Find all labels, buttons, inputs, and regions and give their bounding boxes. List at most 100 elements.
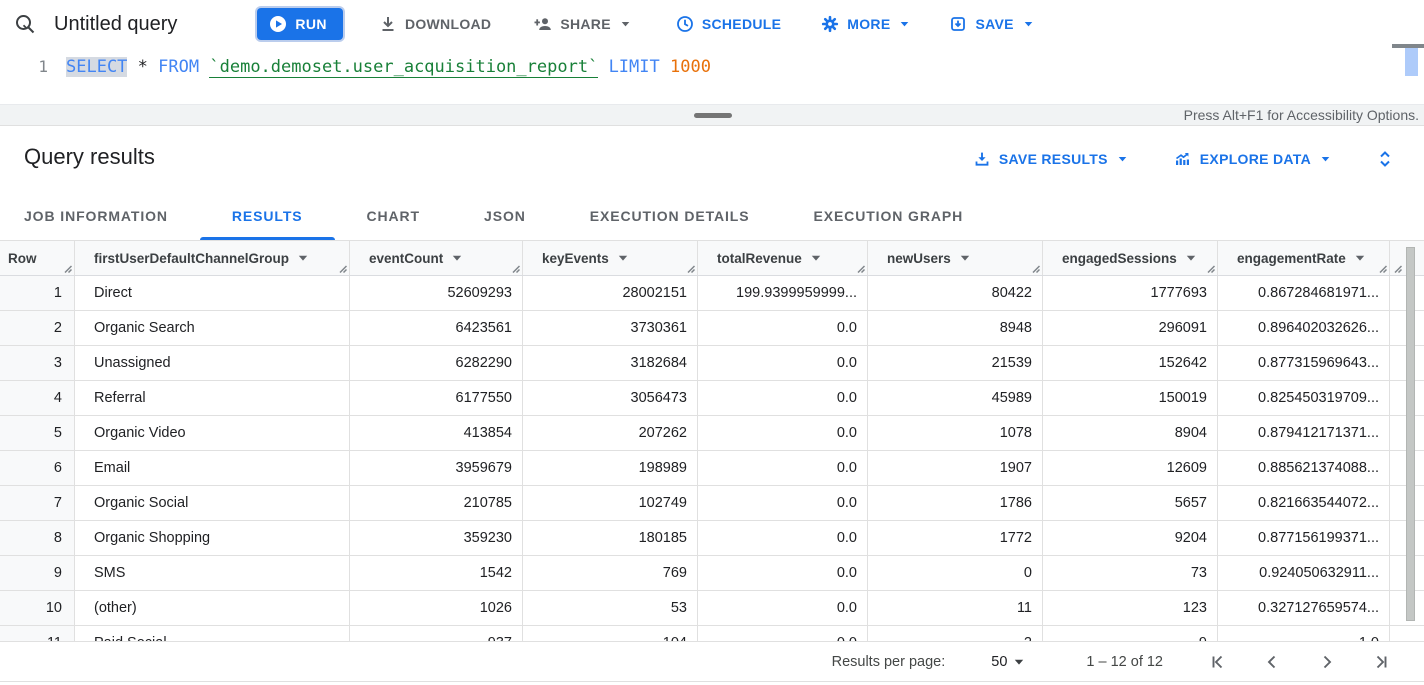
tab-execution-details[interactable]: EXECUTION DETAILS xyxy=(589,208,750,224)
gear-icon xyxy=(821,15,839,33)
query-icon xyxy=(14,13,36,35)
column-header-totalRevenue[interactable]: totalRevenue xyxy=(698,241,868,275)
share-button[interactable]: SHARE xyxy=(533,15,630,33)
column-resize-handle[interactable] xyxy=(337,263,347,273)
table-cell: 769 xyxy=(523,556,698,590)
column-header-engagedSessions[interactable]: engagedSessions xyxy=(1043,241,1218,275)
table-cell: 0.0 xyxy=(698,416,868,450)
column-header-newUsers[interactable]: newUsers xyxy=(868,241,1043,275)
row-number-cell: 4 xyxy=(0,381,75,415)
grid-header-row: Row firstUserDefaultChannelGroup eventCo… xyxy=(0,241,1424,276)
insights-chart-icon xyxy=(1173,150,1192,168)
column-resize-handle[interactable] xyxy=(1030,263,1040,273)
column-menu-caret-icon[interactable] xyxy=(1186,255,1196,261)
table-cell: 210785 xyxy=(350,486,523,520)
column-menu-caret-icon[interactable] xyxy=(452,255,462,261)
table-cell: 6282290 xyxy=(350,346,523,380)
column-menu-caret-icon[interactable] xyxy=(960,255,970,261)
query-title: Untitled query xyxy=(54,12,178,35)
column-menu-caret-icon[interactable] xyxy=(811,255,821,261)
run-button[interactable]: RUN xyxy=(257,8,343,40)
results-actions: SAVE RESULTS EXPLORE DATA xyxy=(973,126,1394,192)
editor-scrollbar-thumb[interactable] xyxy=(1405,48,1418,76)
table-cell: 8904 xyxy=(1043,416,1218,450)
table-scrollbar-thumb[interactable] xyxy=(1406,247,1415,621)
row-number-cell: 9 xyxy=(0,556,75,590)
sql-editor[interactable]: 1 SELECT * FROM `demo.demoset.user_acqui… xyxy=(0,48,1424,104)
tab-job-information[interactable]: JOB INFORMATION xyxy=(24,208,168,224)
table-cell: 1907 xyxy=(868,451,1043,485)
row-number-cell: 2 xyxy=(0,311,75,345)
line-number: 1 xyxy=(38,57,48,76)
table-cell: 11 xyxy=(868,591,1043,625)
column-menu-caret-icon[interactable] xyxy=(618,255,628,261)
results-table-body: 1 Direct 52609293 28002151 199.9399959999...… xyxy=(0,276,1424,641)
table-cell: 3730361 xyxy=(523,311,698,345)
editor-results-divider: Press Alt+F1 for Accessibility Options. xyxy=(0,104,1424,126)
table-cell: 937 xyxy=(350,626,523,641)
tab-results[interactable]: RESULTS xyxy=(199,192,335,240)
schedule-button[interactable]: SCHEDULE xyxy=(676,15,781,33)
table-cell: 12609 xyxy=(1043,451,1218,485)
table-cell: 1026 xyxy=(350,591,523,625)
next-page-button[interactable] xyxy=(1317,652,1337,672)
more-button[interactable]: MORE xyxy=(821,15,909,33)
table-cell: 199.9399959999... xyxy=(698,276,868,310)
tab-execution-graph[interactable]: EXECUTION GRAPH xyxy=(813,208,964,224)
table-cell: 3056473 xyxy=(523,381,698,415)
chevron-down-icon xyxy=(1024,21,1033,27)
save-results-button[interactable]: SAVE RESULTS xyxy=(973,150,1127,168)
download-icon xyxy=(379,15,397,33)
previous-page-button[interactable] xyxy=(1262,652,1282,672)
column-resize-handle[interactable] xyxy=(1377,263,1387,273)
column-resize-handle[interactable] xyxy=(855,263,865,273)
column-header-eventCount[interactable]: eventCount xyxy=(350,241,523,275)
table-row: 9 SMS 1542 769 0.0 0 73 0.924050632911... xyxy=(0,556,1424,591)
table-cell: 1078 xyxy=(868,416,1043,450)
column-resize-handle[interactable] xyxy=(685,263,695,273)
column-resize-handle[interactable] xyxy=(1392,263,1402,273)
page-size-select[interactable]: 50 xyxy=(991,654,1024,670)
save-button[interactable]: SAVE xyxy=(949,15,1032,33)
explore-data-button[interactable]: EXPLORE DATA xyxy=(1173,150,1330,168)
download-button[interactable]: DOWNLOAD xyxy=(379,15,491,33)
results-footer: Results per page: 50 1 – 12 of 12 xyxy=(0,641,1424,682)
table-cell: 1772 xyxy=(868,521,1043,555)
table-cell: SMS xyxy=(75,556,350,590)
chevron-down-icon xyxy=(1118,156,1127,162)
column-resize-handle[interactable] xyxy=(510,263,520,273)
table-cell: 45989 xyxy=(868,381,1043,415)
clock-icon xyxy=(676,15,694,33)
results-per-page-label: Results per page: xyxy=(831,653,946,670)
table-cell: 296091 xyxy=(1043,311,1218,345)
play-circle-icon xyxy=(269,15,287,33)
table-cell: 21539 xyxy=(868,346,1043,380)
table-row: 6 Email 3959679 198989 0.0 1907 12609 0.8856213… xyxy=(0,451,1424,486)
tab-chart[interactable]: CHART xyxy=(366,208,421,224)
sql-keyword-limit: LIMIT xyxy=(608,57,660,77)
column-header-row[interactable]: Row xyxy=(0,241,75,275)
table-cell: 0.924050632911... xyxy=(1218,556,1390,590)
collapse-panel-button[interactable] xyxy=(1376,149,1394,169)
divider-drag-handle[interactable] xyxy=(694,113,732,118)
table-cell: Organic Social xyxy=(75,486,350,520)
table-cell: 9 xyxy=(1043,626,1218,641)
sql-star: * xyxy=(137,57,148,77)
table-cell: 73 xyxy=(1043,556,1218,590)
chevron-down-icon xyxy=(1014,659,1024,665)
column-header-firstUserDefaultChannelGroup[interactable]: firstUserDefaultChannelGroup xyxy=(75,241,350,275)
column-header-engagementRate[interactable]: engagementRate xyxy=(1218,241,1390,275)
last-page-button[interactable] xyxy=(1372,652,1392,672)
column-menu-caret-icon[interactable] xyxy=(298,255,308,261)
table-cell: Unassigned xyxy=(75,346,350,380)
tab-json[interactable]: JSON xyxy=(484,208,526,224)
table-cell: 6423561 xyxy=(350,311,523,345)
column-resize-handle[interactable] xyxy=(62,263,72,273)
sql-table-reference-link[interactable]: `demo.demoset.user_acquisition_report` xyxy=(209,57,599,78)
column-header-keyEvents[interactable]: keyEvents xyxy=(523,241,698,275)
table-cell: 152642 xyxy=(1043,346,1218,380)
first-page-button[interactable] xyxy=(1207,652,1227,672)
column-resize-handle[interactable] xyxy=(1205,263,1215,273)
column-menu-caret-icon[interactable] xyxy=(1355,255,1365,261)
